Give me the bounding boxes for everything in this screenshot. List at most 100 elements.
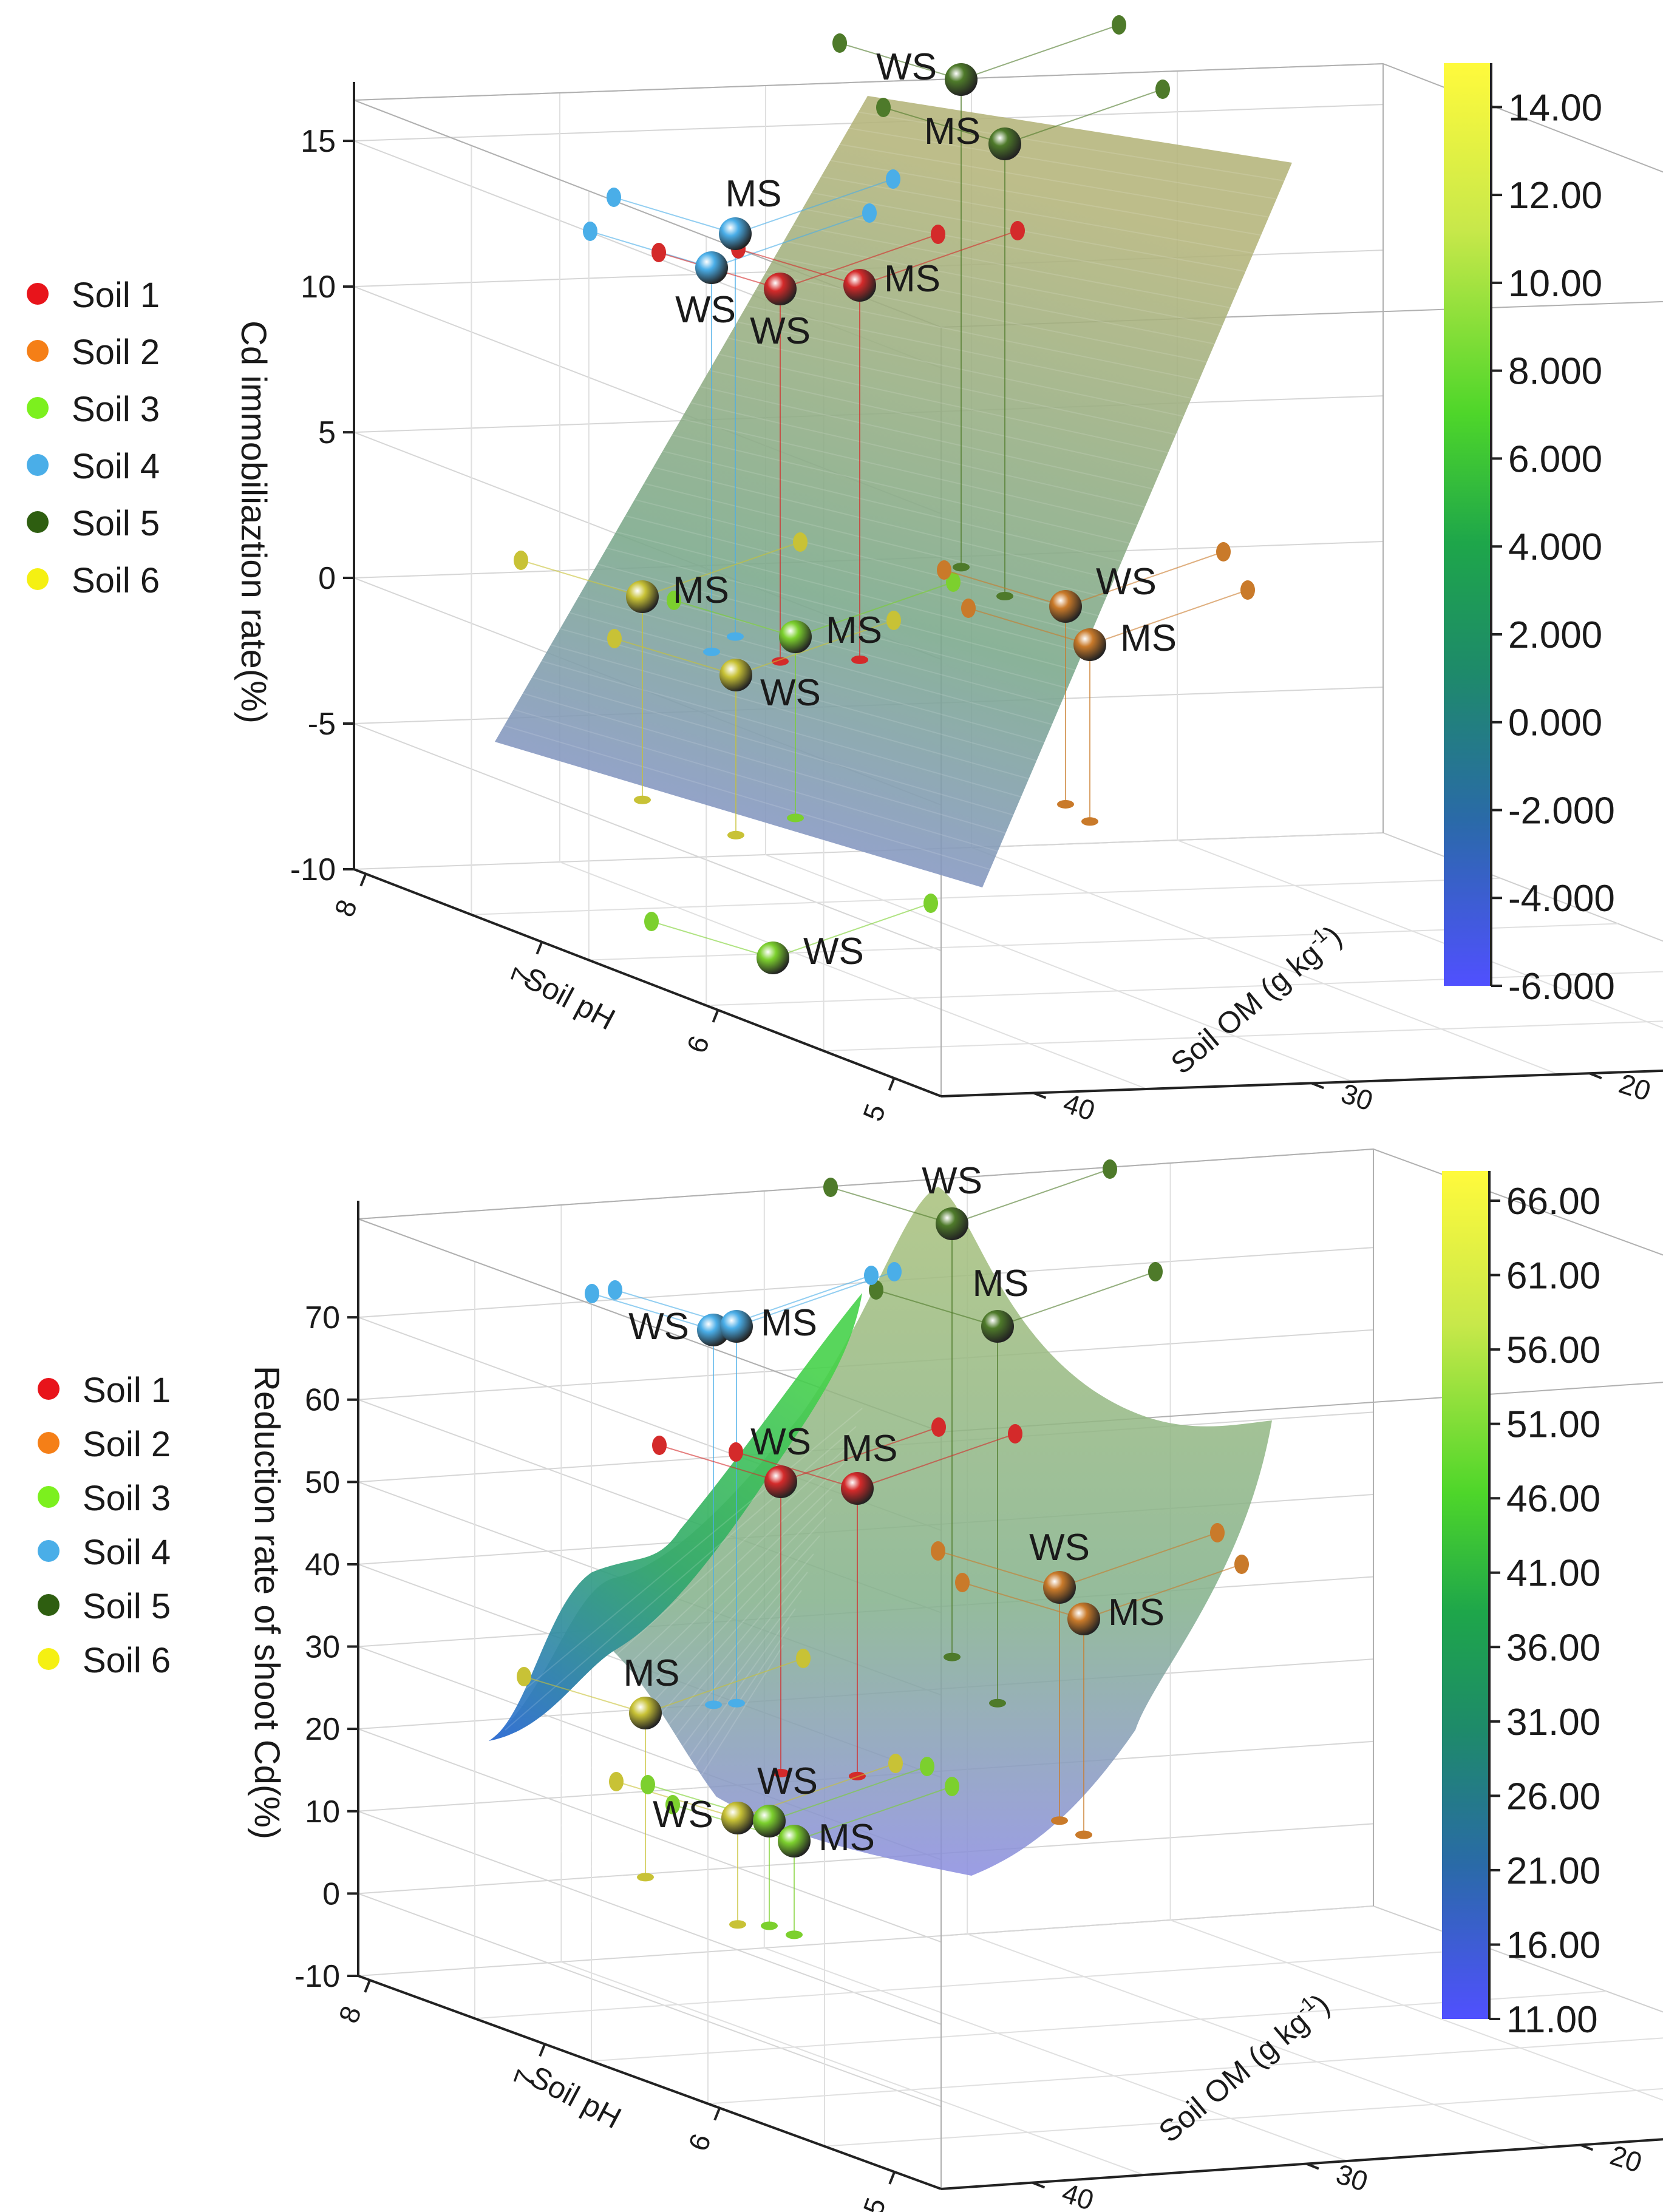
point-label: WS [760,672,821,714]
x-tick-label: 6 [682,2129,717,2155]
data-point [936,1207,968,1240]
wall-line [944,569,1066,607]
wall-line [613,197,736,234]
wall-projection [832,33,847,53]
grid-line [967,1933,1551,2148]
floor-projection [944,1652,961,1661]
legend-marker [27,568,49,590]
floor-projection [728,1698,745,1708]
x-tick-label: 8 [328,895,363,921]
surface-ridge [489,1293,862,1741]
grid-line [471,877,1501,915]
data-point [629,1697,662,1729]
wall-projection [651,243,666,262]
legend-top: Soil 1 Soil 2 Soil 3 Soil 4 Soil 5 Soil 6 [27,276,160,600]
z-tick-label: -10 [290,852,336,887]
point-label: WS [1096,561,1157,603]
wall-line [769,1766,928,1822]
floor-projection [729,1920,746,1929]
legend-marker [27,454,49,476]
grid-line [764,1947,1348,2162]
colorbar-tick-label: 36.00 [1506,1627,1600,1669]
grid-line [358,1905,1374,1976]
wall-projection [931,1417,946,1437]
floor-projection [637,1873,654,1882]
wall-line [780,1427,939,1482]
legend-marker [27,283,49,305]
wall-projection [945,1777,959,1796]
grid-line [706,971,1663,1006]
colorbar-tick-label: 8.000 [1508,351,1602,393]
wall-line [968,608,1090,645]
y-tick-mark [1306,2162,1319,2170]
legend-bottom: Soil 1 Soil 2 Soil 3 Soil 4 Soil 5 Soil 6 [38,1371,171,1680]
z-tick-label: -5 [308,707,336,742]
wall-projection [862,203,877,223]
x-tick-mark [888,1077,896,1091]
colorbar-tick-label: 2.000 [1508,614,1602,656]
data-point [1073,628,1106,661]
wall-line [735,1451,858,1489]
point-label: WS [803,931,864,972]
floor-projection [761,1921,778,1930]
data-point [719,217,752,250]
legend-label: Soil 3 [83,1479,171,1518]
legend-label: Soil 4 [83,1533,171,1572]
colorbar-tick-label: -2.000 [1508,790,1615,832]
wall-line [1004,89,1163,144]
wall-line [830,1187,953,1224]
wall-projection [1148,1262,1163,1281]
x-tick-mark [888,2171,896,2185]
colorbar-tick-label: 11.00 [1506,1999,1598,2041]
colorbar-tick-label: 56.00 [1506,1329,1600,1371]
x-tick-label: 8 [332,2002,367,2027]
x-tick-mark [359,873,367,887]
x-tick-mark [713,2107,721,2121]
colorbar-tick-label: 4.000 [1508,526,1602,568]
legend-label: Soil 2 [72,333,160,372]
wall-projection [923,894,938,913]
wall-line [523,1676,646,1714]
point-label: WS [675,289,736,331]
wall-projection [887,1262,902,1281]
wall-line [1083,1564,1242,1620]
y-tick-mark [1033,1091,1047,1099]
wall-line [520,560,643,597]
wall-projection [1210,1523,1225,1542]
wall-line [659,1445,781,1482]
floor-projection [1075,1830,1092,1839]
grid-line [358,1823,1374,1895]
floor-projection [989,1698,1006,1708]
floor-projection [727,830,744,840]
wall-line [857,1433,1016,1489]
wall-projection [1234,1555,1249,1574]
legend-label: Soil 6 [72,561,160,600]
wall-projection [937,560,951,580]
x-axis-title: Soil pH [519,960,621,1036]
colorbar-tick-label: 46.00 [1506,1478,1600,1520]
x-axis-line [353,868,942,1098]
floor-projection [787,813,804,823]
z-tick-label: 50 [305,1465,340,1500]
z-tick-label: 0 [322,1876,340,1912]
wall-projection [946,572,961,592]
x-tick-mark [364,1980,372,1993]
z-tick-label: 10 [305,1794,340,1830]
point-label: WS [757,1760,818,1802]
wall-projection [886,611,901,630]
colorbar-tick-label: 14.00 [1508,87,1602,129]
legend-marker [38,1648,60,1670]
legend-marker [27,397,49,419]
grid-line [561,1961,1144,2176]
z-tick-label: -10 [294,1959,340,1994]
floor-projection [634,795,651,804]
floor-projection [1057,799,1074,809]
floor-projection [727,632,744,641]
wall-line [590,231,712,268]
wall-projection [652,1436,667,1455]
wall-line [1089,589,1248,645]
floor-projection [705,1700,722,1709]
wall-line [1059,1532,1218,1588]
wall-projection [665,1795,680,1814]
wall-line [614,638,736,676]
